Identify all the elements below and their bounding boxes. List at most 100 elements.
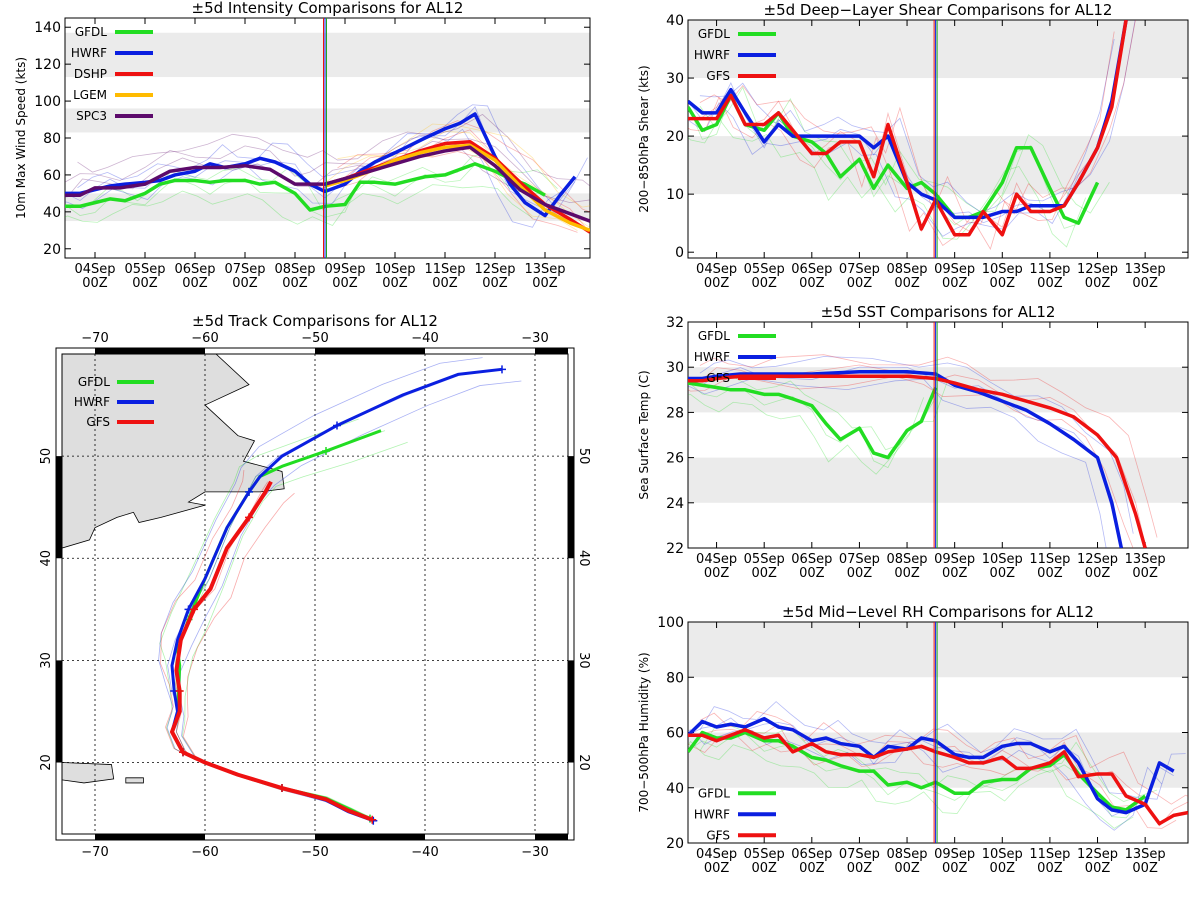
rh-ylabel: 700−500hPa Humidity (%) <box>637 652 651 812</box>
rh-legend-label: HWRF <box>694 807 730 821</box>
intensity-ensemble-line <box>324 131 590 229</box>
track-border-left <box>56 456 62 559</box>
sst-frame <box>687 321 1189 549</box>
intensity-xtick-label: 04Sep <box>74 262 115 277</box>
rh-ytick-label: 60 <box>666 726 684 742</box>
track-series-gfs <box>170 480 373 822</box>
sst-xtick-label-hour: 00Z <box>1132 566 1158 581</box>
shear-ytick-label: 20 <box>666 129 684 145</box>
rh-legend-label: GFDL <box>698 786 730 800</box>
rh-ytick-label: 40 <box>666 781 684 797</box>
shear-ytick-label: 0 <box>675 245 684 261</box>
rh-xtick-label-hour: 00Z <box>1132 861 1158 876</box>
intensity-legend: GFDL HWRF DSHP LGEM SPC3 <box>71 25 153 123</box>
intensity-xtick-label: 12Sep <box>474 262 515 277</box>
shear-ytick-label: 30 <box>666 71 684 87</box>
track-border-top <box>95 348 205 354</box>
track-legend-label: GFS <box>86 415 110 429</box>
track-border-bottom <box>315 834 425 840</box>
track-outer-frame <box>55 347 575 841</box>
sst-chart: ±5d SST Comparisons for AL12 Sea Surface … <box>637 303 1189 581</box>
rh-ytick-label: 20 <box>666 836 684 852</box>
shear-band <box>688 20 1188 79</box>
intensity-series-spc3 <box>65 145 590 223</box>
track-lon-label-top: −50 <box>301 331 328 346</box>
sst-xtick-label: 04Sep <box>696 552 737 567</box>
track-lon-label-bottom: −40 <box>411 845 438 860</box>
intensity-ytick-label: 20 <box>43 242 61 258</box>
intensity-xtick-label: 11Sep <box>424 262 465 277</box>
sst-legend-label: GFDL <box>698 329 730 343</box>
sst-xtick-label: 05Sep <box>744 552 785 567</box>
intensity-xtick-label-hour: 00Z <box>482 276 508 291</box>
sst-series-gfdl <box>688 381 938 460</box>
intensity-xtick-label-hour: 00Z <box>132 276 158 291</box>
sst-xtick-label: 11Sep <box>1029 552 1070 567</box>
rh-xtick-label-hour: 00Z <box>751 861 777 876</box>
intensity-ytick-label: 100 <box>34 94 61 110</box>
track-marker <box>245 513 253 522</box>
shear-legend-label: HWRF <box>694 48 730 62</box>
intensity-xtick-label-hour: 00Z <box>182 276 208 291</box>
track-marker <box>322 447 330 456</box>
rh-xtick-label-hour: 00Z <box>704 861 730 876</box>
track-marker <box>175 687 184 696</box>
rh-xtick-label-hour: 00Z <box>1085 861 1111 876</box>
track-border-right <box>568 456 574 559</box>
shear-xtick-label: 11Sep <box>1029 262 1070 277</box>
track-lon-label-bottom: −30 <box>521 845 548 860</box>
track-marker <box>179 748 187 757</box>
rh-xtick-label: 07Sep <box>839 847 880 862</box>
shear-legend-label: GFS <box>706 69 730 83</box>
shear-xtick-label-hour: 00Z <box>799 276 825 291</box>
shear-frame <box>687 19 1189 259</box>
intensity-xtick-label-hour: 00Z <box>532 276 558 291</box>
intensity-xtick-label: 08Sep <box>274 262 315 277</box>
shear-xtick-label-hour: 00Z <box>894 276 920 291</box>
intensity-ytick-label: 60 <box>43 168 61 184</box>
rh-xtick-label: 08Sep <box>887 847 928 862</box>
track-ensemble-line <box>182 492 377 821</box>
shear-legend: GFDL HWRF GFS <box>694 27 776 83</box>
rh-chart: ±5d Mid−Level RH Comparisons for AL12 700… <box>637 603 1189 876</box>
sst-xtick-label-hour: 00Z <box>847 566 873 581</box>
sst-xtick-label: 08Sep <box>887 552 928 567</box>
rh-xtick-label: 12Sep <box>1077 847 1118 862</box>
sst-ytick-label: 30 <box>666 360 684 376</box>
rh-xtick-label-hour: 00Z <box>942 861 968 876</box>
shear-xtick-label-hour: 00Z <box>990 276 1016 291</box>
rh-xtick-label-hour: 00Z <box>847 861 873 876</box>
sst-ensemble-line <box>688 381 936 469</box>
intensity-xtick-label: 09Sep <box>324 262 365 277</box>
intensity-xtick-label: 13Sep <box>524 262 565 277</box>
track-border-bottom <box>535 834 568 840</box>
rh-title: ±5d Mid−Level RH Comparisons for AL12 <box>782 603 1094 621</box>
rh-ensemble-line <box>699 711 1188 805</box>
shear-ensemble-line <box>688 38 1115 237</box>
shear-xtick-label-hour: 00Z <box>704 276 730 291</box>
sst-xtick-label-hour: 00Z <box>799 566 825 581</box>
intensity-xtick-label: 07Sep <box>224 262 265 277</box>
rh-series-hwrf <box>688 716 1175 815</box>
intensity-ensemble-line <box>337 120 590 213</box>
shear-xtick-label: 12Sep <box>1077 262 1118 277</box>
sst-xtick-label: 13Sep <box>1125 552 1166 567</box>
rh-band <box>688 622 1188 678</box>
shear-ensemble-line <box>688 31 1115 250</box>
shear-xtick-label-hour: 00Z <box>1132 276 1158 291</box>
track-lat-label-right: 20 <box>576 754 591 771</box>
sst-ensemble-line <box>699 354 1158 538</box>
rh-ytick-label: 80 <box>666 670 684 686</box>
shear-xtick-label-hour: 00Z <box>942 276 968 291</box>
intensity-ensemble-line <box>65 134 590 204</box>
track-lon-label-top: −70 <box>81 331 108 346</box>
track-lat-label-left: 40 <box>39 550 54 567</box>
rh-xtick-label-hour: 00Z <box>1037 861 1063 876</box>
shear-xtick-label: 13Sep <box>1125 262 1166 277</box>
track-legend-label: GFDL <box>78 375 110 389</box>
track-legend-label: HWRF <box>74 395 110 409</box>
track-marker <box>498 365 506 374</box>
intensity-ytick-label: 40 <box>43 205 61 221</box>
rh-legend: GFDL HWRF GFS <box>694 786 776 842</box>
track-border-top <box>535 348 568 354</box>
